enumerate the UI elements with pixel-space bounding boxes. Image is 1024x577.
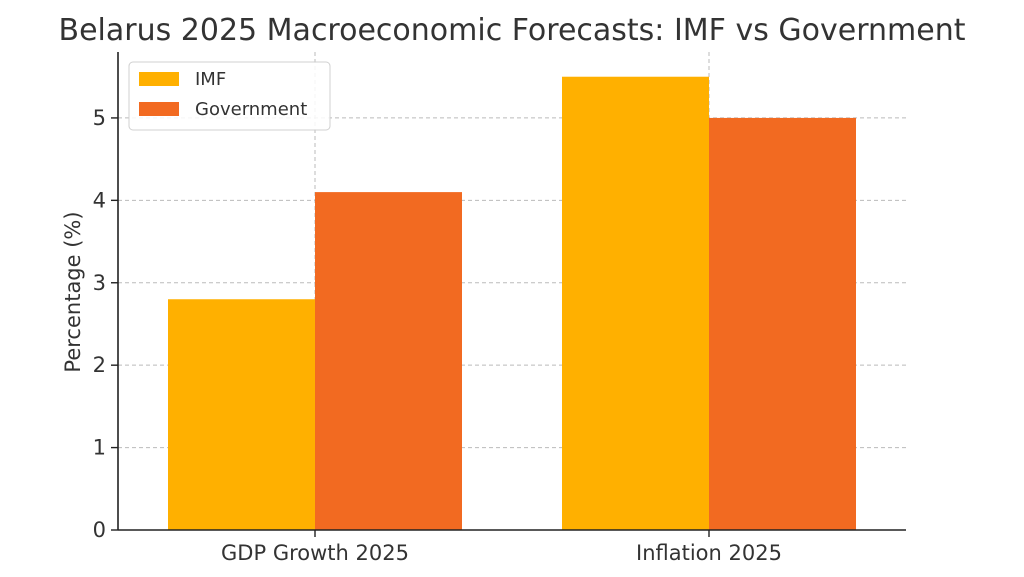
y-ticks: 0 1 2 3 4 5 bbox=[93, 106, 118, 542]
y-tick-label-1: 1 bbox=[93, 436, 106, 460]
x-tick-label-gdp-growth-2025: GDP Growth 2025 bbox=[221, 541, 409, 565]
axes bbox=[117, 52, 906, 531]
y-tick-label-0: 0 bbox=[93, 518, 106, 542]
y-tick-label-3: 3 bbox=[93, 271, 106, 295]
y-tick-label-2: 2 bbox=[93, 353, 106, 377]
bar-imf-gdp-growth-2025 bbox=[168, 299, 315, 530]
legend-label-government: Government bbox=[195, 99, 307, 120]
x-tick-label-inflation-2025: Inflation 2025 bbox=[636, 541, 782, 565]
bar-government-inflation-2025 bbox=[709, 117, 856, 531]
legend: IMF Government bbox=[128, 61, 331, 131]
bar-government-gdp-growth-2025 bbox=[315, 192, 462, 530]
y-tick-label-4: 4 bbox=[93, 188, 106, 212]
x-ticks: GDP Growth 2025 Inflation 2025 bbox=[221, 530, 782, 565]
y-tick-label-5: 5 bbox=[93, 106, 106, 130]
legend-swatch-imf bbox=[139, 72, 179, 86]
legend-swatch-government bbox=[139, 102, 179, 116]
legend-box bbox=[128, 61, 331, 131]
chart-title: Belarus 2025 Macroeconomic Forecasts: IM… bbox=[59, 13, 966, 48]
y-axis-label: Percentage (%) bbox=[61, 211, 85, 372]
bars bbox=[168, 76, 856, 531]
legend-label-imf: IMF bbox=[195, 69, 226, 90]
bar-imf-inflation-2025 bbox=[562, 76, 709, 531]
